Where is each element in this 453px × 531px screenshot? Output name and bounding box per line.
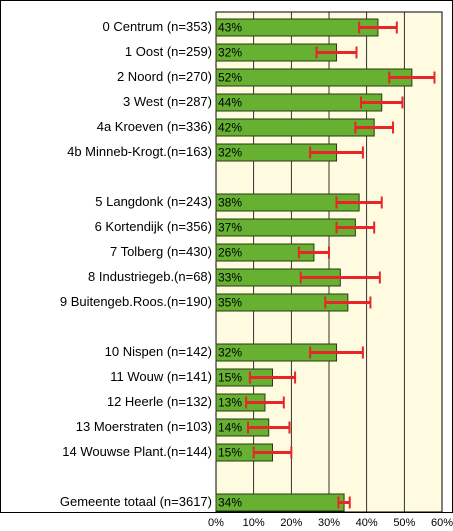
category-label: 8 Industriegeb.(n=68) bbox=[88, 269, 212, 284]
category-label: 4a Kroeven (n=336) bbox=[97, 119, 212, 134]
category-label: 4b Minneb-Krogt.(n=163) bbox=[67, 144, 212, 159]
x-tick-label: 40% bbox=[356, 517, 378, 529]
x-tick-label: 50% bbox=[393, 517, 415, 529]
category-label: 7 Tolberg (n=430) bbox=[110, 244, 212, 259]
category-label: 13 Moerstraten (n=103) bbox=[76, 419, 212, 434]
x-tick-label: 60% bbox=[431, 517, 453, 529]
value-label: 14% bbox=[218, 421, 242, 435]
category-label: 5 Langdonk (n=243) bbox=[95, 194, 212, 209]
value-label: 37% bbox=[218, 221, 242, 235]
value-label: 44% bbox=[218, 96, 242, 110]
bar bbox=[215, 68, 413, 87]
value-label: 38% bbox=[218, 196, 242, 210]
category-label: 1 Oost (n=259) bbox=[125, 44, 212, 59]
category-label: 11 Wouw (n=141) bbox=[110, 369, 212, 384]
x-tick-label: 30% bbox=[318, 517, 340, 529]
x-tick-label: 10% bbox=[243, 517, 265, 529]
value-label: 42% bbox=[218, 121, 242, 135]
value-label: 52% bbox=[218, 71, 242, 85]
category-label: 6 Kortendijk (n=356) bbox=[95, 219, 212, 234]
value-label: 32% bbox=[218, 146, 242, 160]
category-label: 3 West (n=287) bbox=[123, 94, 212, 109]
value-label: 32% bbox=[218, 46, 242, 60]
value-label: 13% bbox=[218, 396, 242, 410]
category-label: 10 Nispen (n=142) bbox=[105, 344, 212, 359]
x-tick-label: 20% bbox=[280, 517, 302, 529]
x-tick-label: 0% bbox=[208, 517, 224, 529]
category-label: Gemeente totaal (n=3617) bbox=[60, 494, 212, 509]
category-label: 2 Noord (n=270) bbox=[117, 69, 212, 84]
value-label: 15% bbox=[218, 371, 242, 385]
value-label: 33% bbox=[218, 271, 242, 285]
category-label: 0 Centrum (n=353) bbox=[103, 19, 212, 34]
category-label: 14 Wouwse Plant.(n=144) bbox=[62, 444, 212, 459]
value-label: 35% bbox=[218, 296, 242, 310]
category-label: 12 Heerle (n=132) bbox=[107, 394, 212, 409]
value-label: 26% bbox=[218, 246, 242, 260]
category-label: 9 Buitengeb.Roos.(n=190) bbox=[60, 294, 212, 309]
value-label: 34% bbox=[218, 496, 242, 510]
value-label: 32% bbox=[218, 346, 242, 360]
value-label: 43% bbox=[218, 21, 242, 35]
value-label: 15% bbox=[218, 446, 242, 460]
